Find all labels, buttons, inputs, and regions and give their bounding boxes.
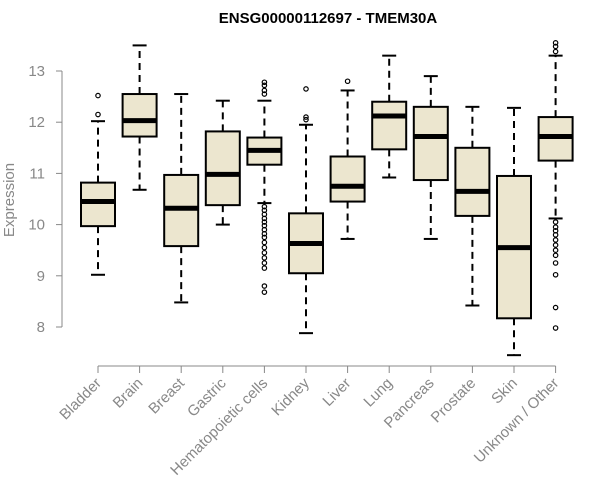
outlier-point — [552, 247, 559, 254]
iqr-box — [204, 130, 241, 207]
y-axis: 8 9 10 11 12 13 — [28, 63, 63, 336]
outlier-point — [552, 237, 559, 243]
outlier-point — [261, 260, 268, 266]
y-tick-label: 9 — [37, 268, 45, 285]
chart-title: ENSG00000112697 - TMEM30A — [219, 10, 438, 27]
outlier-point — [552, 271, 559, 278]
outlier-point — [261, 289, 268, 295]
outlier-point — [261, 91, 268, 97]
outlier-point — [552, 40, 559, 46]
outlier-point — [552, 252, 559, 259]
box-group — [121, 44, 158, 191]
iqr-box — [329, 155, 366, 203]
box-group — [246, 79, 283, 295]
y-tick-label: 12 — [28, 114, 45, 131]
x-tick-label: Skin — [488, 375, 521, 408]
outlier-point — [261, 82, 268, 89]
outlier-point — [261, 87, 268, 94]
outlier-point — [261, 265, 268, 271]
box-group — [371, 54, 408, 179]
outlier-point — [261, 255, 268, 261]
y-tick-label: 8 — [37, 319, 45, 336]
x-tick-label: Breast — [145, 374, 188, 417]
outlier-point — [344, 78, 351, 85]
y-tick-label: 13 — [28, 63, 45, 80]
outlier-point — [261, 79, 268, 86]
outlier-point — [261, 222, 268, 229]
outlier-point — [552, 260, 559, 266]
x-tick-label: Kidney — [268, 374, 313, 419]
box-group — [329, 78, 366, 240]
outlier-point — [261, 244, 268, 251]
outlier-point — [261, 239, 268, 246]
outlier-point — [552, 325, 559, 331]
outlier-point — [552, 219, 559, 225]
box-group — [412, 75, 449, 240]
outlier-point — [261, 207, 268, 214]
x-tick-label: Bladder — [56, 375, 105, 424]
box-group — [288, 86, 324, 335]
box-group — [80, 92, 116, 276]
iqr-box — [121, 93, 158, 138]
outlier-point — [261, 234, 268, 241]
outlier-point — [552, 43, 559, 50]
outlier-point — [261, 203, 268, 210]
x-tick-label: Prostate — [428, 375, 480, 427]
outlier-point — [552, 227, 559, 234]
box-group — [537, 40, 574, 331]
outlier-point — [95, 111, 101, 118]
outlier-point — [95, 92, 101, 99]
outlier-point — [552, 224, 559, 230]
iqr-box — [80, 181, 116, 228]
y-axis-label: Expression — [1, 163, 18, 237]
outlier-point — [552, 304, 559, 311]
iqr-box — [454, 146, 491, 217]
iqr-box — [412, 105, 449, 182]
y-tick-label: 10 — [28, 217, 45, 234]
box-group — [454, 105, 491, 307]
box-group — [204, 99, 241, 226]
outlier-point — [261, 249, 268, 256]
outlier-point — [303, 116, 309, 123]
outlier-point — [261, 219, 268, 225]
x-tick-label: Liver — [319, 375, 354, 410]
y-tick-label: 11 — [29, 165, 45, 182]
outlier-point — [552, 242, 559, 248]
x-tick-label: Lung — [360, 375, 396, 411]
boxes — [80, 40, 574, 357]
iqr-box — [371, 100, 408, 151]
box-group — [163, 93, 200, 304]
outlier-point — [552, 48, 559, 55]
outlier-point — [303, 114, 309, 120]
x-tick-label: Brain — [110, 375, 147, 412]
box-group — [496, 106, 532, 357]
outlier-point — [303, 86, 309, 92]
outlier-point — [261, 283, 268, 289]
